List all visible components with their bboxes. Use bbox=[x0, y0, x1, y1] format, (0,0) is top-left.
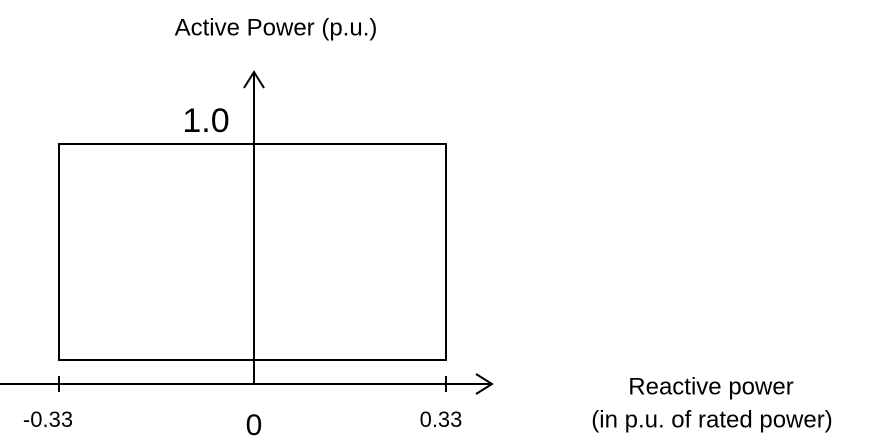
y-axis-label: Active Power (p.u.) bbox=[175, 14, 378, 41]
x-axis-arrow bbox=[475, 373, 494, 395]
x-axis-label: Reactive power bbox=[628, 373, 793, 400]
x-axis-label: (in p.u. of rated power) bbox=[591, 406, 832, 433]
y-max-label: 1.0 bbox=[182, 102, 229, 140]
capability-rectangle bbox=[58, 143, 447, 361]
x-tick-label: 0 bbox=[246, 409, 263, 442]
x-tick-label: -0.33 bbox=[23, 407, 73, 432]
x-tick-label: 0.33 bbox=[420, 407, 463, 432]
y-axis-arrow bbox=[243, 70, 265, 89]
